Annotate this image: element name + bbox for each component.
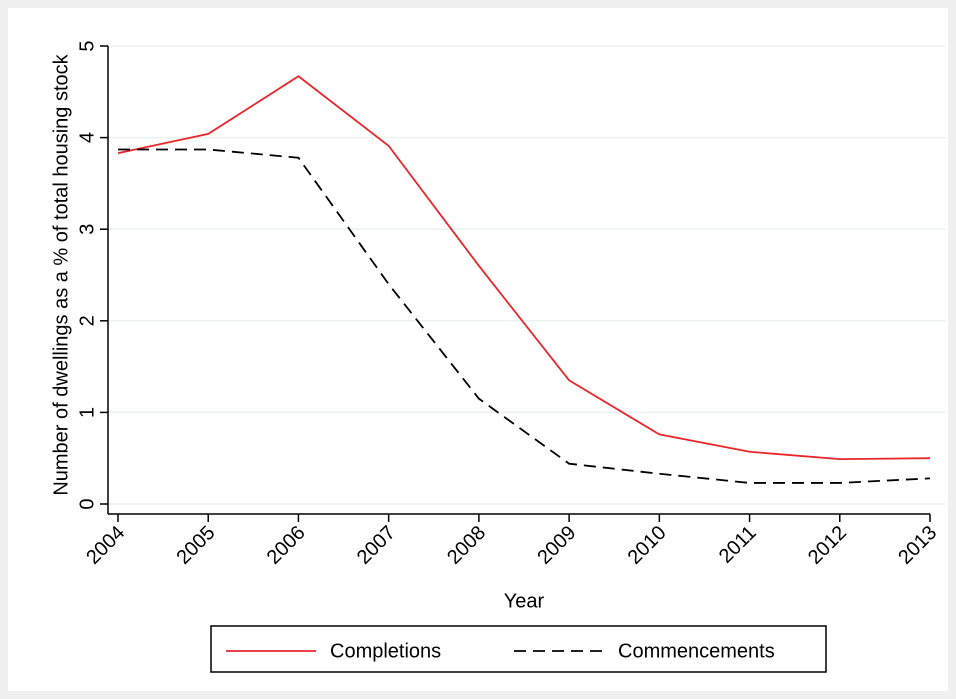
y-tick-label: 1 (76, 407, 98, 418)
legend-label: Completions (330, 640, 441, 662)
y-tick-label: 0 (76, 498, 98, 509)
y-tick-label: 3 (76, 224, 98, 235)
line (117, 75, 931, 461)
y-tick-label: 2 (76, 315, 98, 326)
legend-box (210, 625, 827, 673)
y-axis-title: Number of dwellings as a % of total hous… (50, 53, 72, 495)
x-axis-title: Year (504, 590, 545, 612)
y-tick-label: 4 (76, 132, 98, 143)
y-tick-label: 5 (76, 40, 98, 51)
legend-label: Commencements (618, 640, 775, 662)
line (118, 148, 931, 484)
